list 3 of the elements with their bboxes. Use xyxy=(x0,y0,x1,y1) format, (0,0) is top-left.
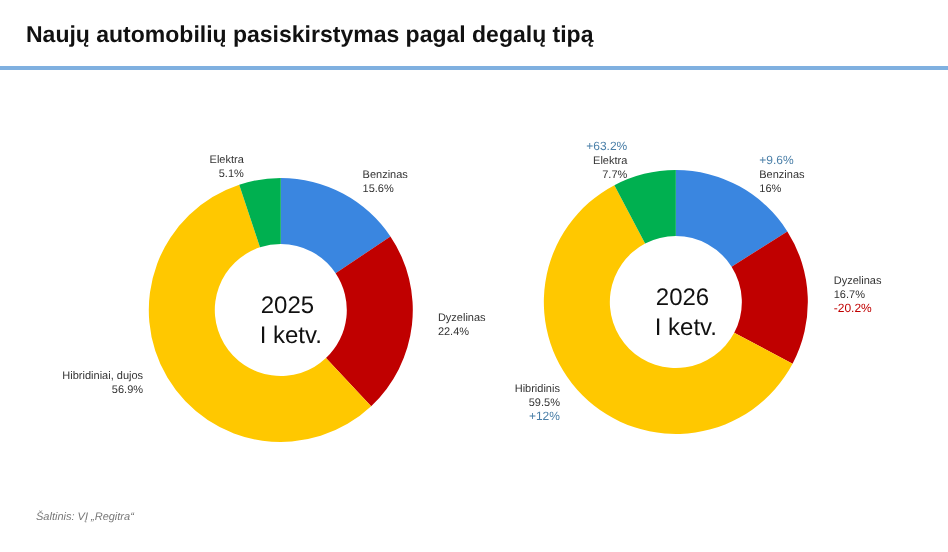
text: 2026 I ketv. xyxy=(654,283,717,341)
text: 2025 I ketv. xyxy=(259,291,322,349)
chart-title: Naujų automobilių pasiskirstymas pagal degalų tipą xyxy=(26,24,594,48)
